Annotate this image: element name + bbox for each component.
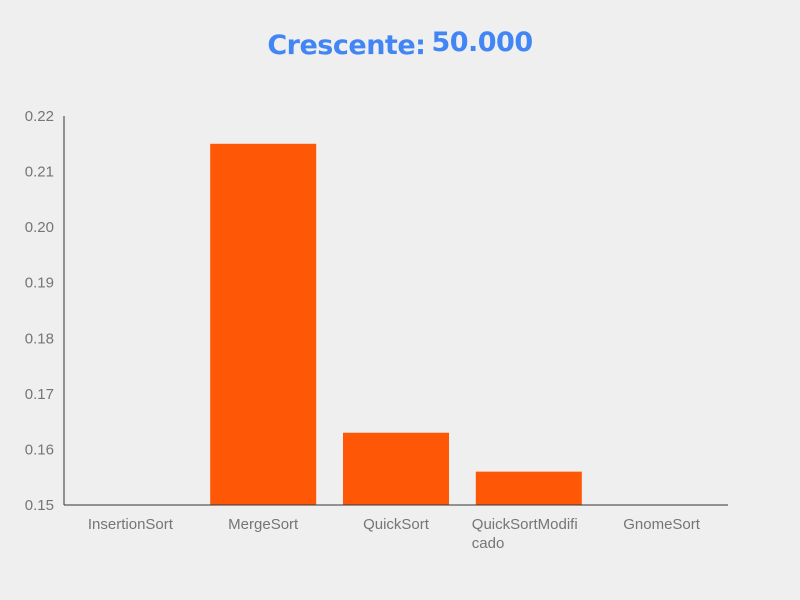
x-category-label-line: QuickSortModifi xyxy=(472,516,578,533)
x-category-label: MergeSort xyxy=(228,516,299,533)
y-tick-label: 0.19 xyxy=(25,275,54,292)
x-category-label-line: InsertionSort xyxy=(88,516,174,533)
chart-title-prefix: Crescente: xyxy=(267,30,426,61)
x-category-label: InsertionSort xyxy=(88,516,174,533)
bar-quicksort xyxy=(343,432,449,505)
x-category-label-line: MergeSort xyxy=(228,516,299,533)
chart-title: Crescente: 50.000 xyxy=(0,27,800,61)
bar-mergesort xyxy=(210,143,317,506)
y-tick-label: 0.18 xyxy=(25,330,54,347)
x-category-label: QuickSortModifi cado xyxy=(472,516,578,552)
x-category-label-line: GnomeSort xyxy=(623,516,701,533)
x-category-label-line: QuickSort xyxy=(363,516,430,533)
y-tick-label: 0.16 xyxy=(25,441,54,458)
y-tick-label: 0.17 xyxy=(25,386,54,403)
x-category-label: GnomeSort xyxy=(623,516,701,533)
x-category-label-line: cado xyxy=(472,535,505,552)
x-category-label: QuickSort xyxy=(363,516,430,533)
y-tick-label: 0.15 xyxy=(25,497,54,514)
y-tick-label: 0.22 xyxy=(25,108,54,125)
y-tick-label: 0.20 xyxy=(25,219,54,236)
chart-title-number: 50.000 xyxy=(431,27,533,58)
bar-quicksortmodificado xyxy=(475,471,582,505)
y-tick-label: 0.21 xyxy=(25,164,54,181)
